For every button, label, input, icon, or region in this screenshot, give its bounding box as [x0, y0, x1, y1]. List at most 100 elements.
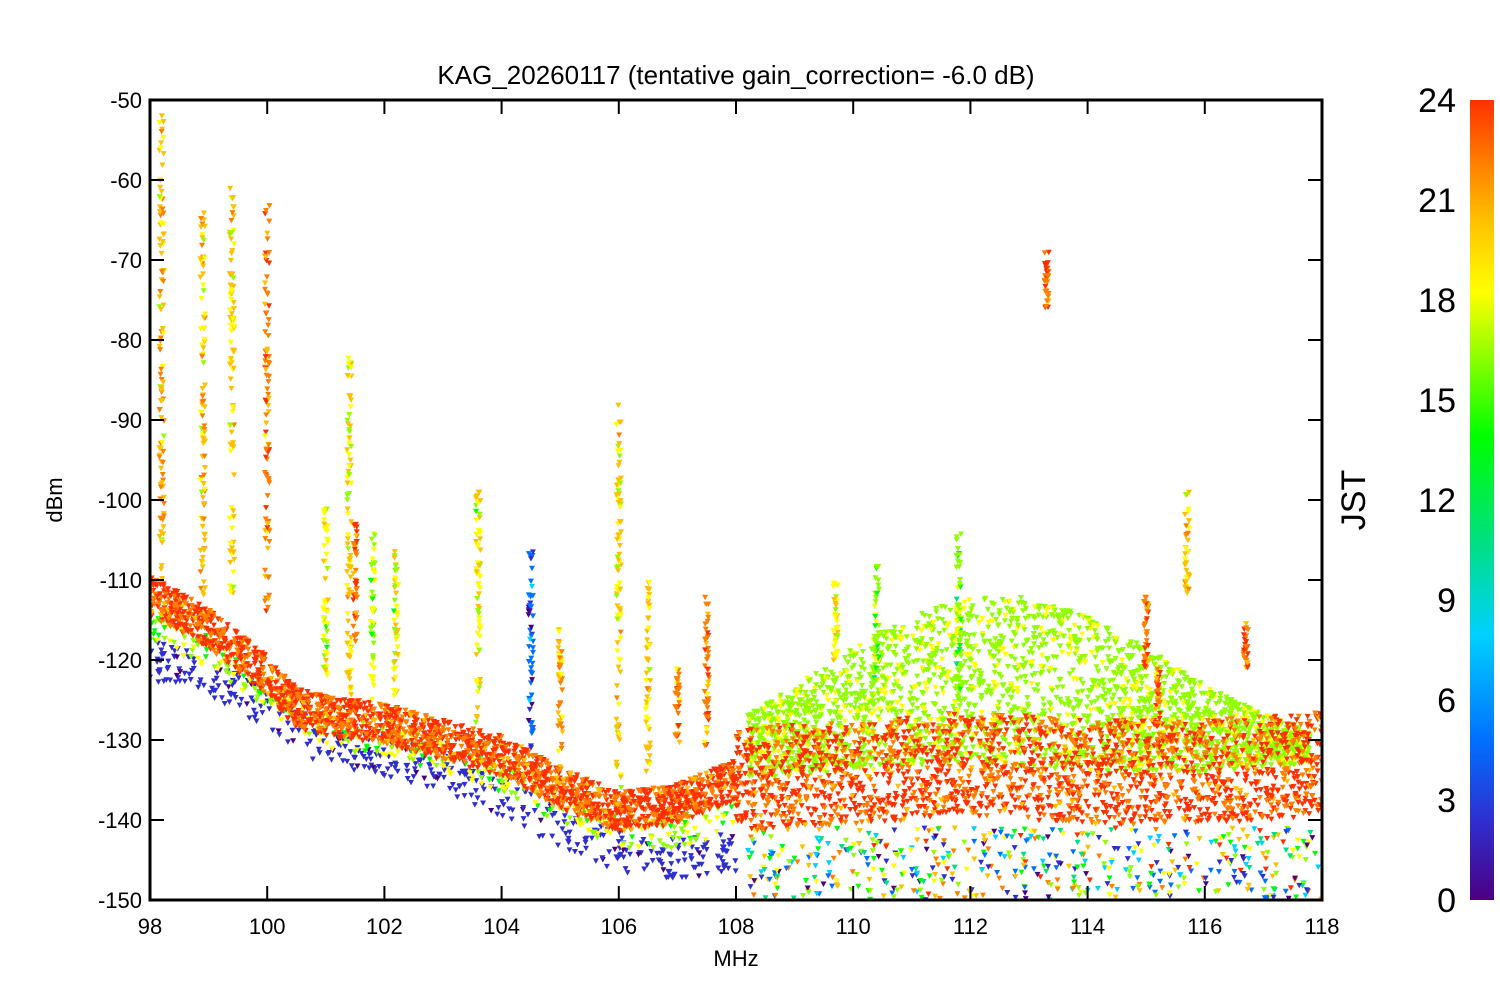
- data-point: [1209, 726, 1216, 733]
- data-point: [870, 866, 877, 873]
- data-point: [1161, 742, 1168, 749]
- data-point: [820, 678, 827, 685]
- data-point: [1088, 700, 1095, 706]
- data-point: [971, 826, 978, 832]
- data-point: [238, 696, 245, 703]
- data-point: [554, 842, 561, 849]
- data-point: [1160, 871, 1167, 877]
- data-point: [831, 709, 838, 715]
- data-point: [1118, 713, 1125, 720]
- data-point: [965, 729, 972, 736]
- data-point: [671, 824, 678, 831]
- data-point: [806, 765, 813, 771]
- data-point: [259, 700, 266, 706]
- data-point: [1273, 726, 1280, 732]
- data-point: [992, 834, 999, 841]
- data-point: [1046, 668, 1053, 675]
- data-point: [380, 747, 387, 754]
- data-point: [1155, 750, 1162, 757]
- data-point: [775, 718, 782, 725]
- data-point: [1178, 684, 1185, 690]
- data-point: [564, 838, 571, 845]
- data-point: [1259, 753, 1266, 759]
- data-point: [1140, 698, 1147, 704]
- data-point: [885, 700, 892, 707]
- data-point: [901, 870, 908, 876]
- data-point: [790, 701, 797, 708]
- data-point: [1176, 806, 1183, 812]
- data-point: [940, 842, 947, 848]
- data-point: [941, 620, 948, 627]
- data-point: [1191, 726, 1198, 733]
- data-point: [990, 601, 997, 608]
- data-point: [805, 862, 812, 869]
- data-point: [802, 878, 809, 884]
- data-point: [996, 699, 1003, 706]
- data-point: [629, 834, 636, 840]
- data-point: [366, 751, 373, 758]
- data-point: [745, 847, 752, 854]
- data-point: [893, 712, 900, 719]
- data-point: [948, 637, 955, 643]
- data-point: [1012, 742, 1019, 748]
- data-point: [820, 767, 827, 774]
- data-point: [782, 786, 789, 793]
- data-point: [978, 670, 985, 677]
- data-point: [777, 764, 784, 770]
- data-point: [793, 692, 800, 698]
- data-point: [1181, 875, 1188, 881]
- data-point: [565, 835, 572, 842]
- data-point: [847, 653, 854, 660]
- data-point: [914, 620, 921, 626]
- data-point: [1139, 726, 1146, 733]
- data-point: [1219, 852, 1226, 858]
- data-point: [790, 758, 797, 764]
- data-point: [1169, 725, 1176, 731]
- data-point: [1050, 631, 1057, 638]
- data-point: [1295, 713, 1302, 720]
- data-point: [1084, 783, 1091, 790]
- data-point: [995, 658, 1002, 665]
- data-point: [1076, 659, 1083, 665]
- data-point: [372, 769, 379, 775]
- data-point: [1244, 768, 1251, 774]
- data-point: [1035, 834, 1042, 841]
- data-point: [1270, 835, 1277, 841]
- data-point: [868, 646, 875, 652]
- data-point: [309, 756, 316, 762]
- data-point: [804, 885, 811, 892]
- data-point: [966, 651, 973, 658]
- data-point: [1021, 826, 1028, 833]
- data-point: [692, 836, 699, 843]
- data-point: [940, 690, 947, 697]
- data-point: [626, 845, 633, 851]
- data-point: [974, 719, 981, 725]
- data-point: [1118, 669, 1125, 676]
- data-point: [1204, 700, 1211, 707]
- data-point: [883, 844, 890, 850]
- data-point: [1025, 613, 1032, 620]
- data-point: [749, 758, 756, 765]
- data-point: [926, 614, 933, 620]
- data-point: [868, 680, 875, 687]
- data-point: [833, 675, 840, 681]
- data-point: [1014, 615, 1021, 622]
- data-point: [1016, 744, 1023, 750]
- data-point: [599, 855, 606, 861]
- data-point: [657, 859, 664, 865]
- data-point: [935, 641, 942, 647]
- data-point: [940, 881, 947, 887]
- data-point: [1053, 772, 1060, 778]
- data-point: [267, 700, 274, 707]
- data-point: [830, 701, 837, 708]
- data-point: [760, 830, 767, 836]
- data-point: [935, 826, 942, 832]
- data-point: [914, 837, 921, 843]
- data-point: [866, 722, 873, 728]
- data-point: [1004, 702, 1011, 708]
- data-point: [695, 832, 702, 839]
- data-point: [383, 752, 390, 759]
- data-point: [916, 647, 923, 654]
- data-point: [847, 682, 854, 689]
